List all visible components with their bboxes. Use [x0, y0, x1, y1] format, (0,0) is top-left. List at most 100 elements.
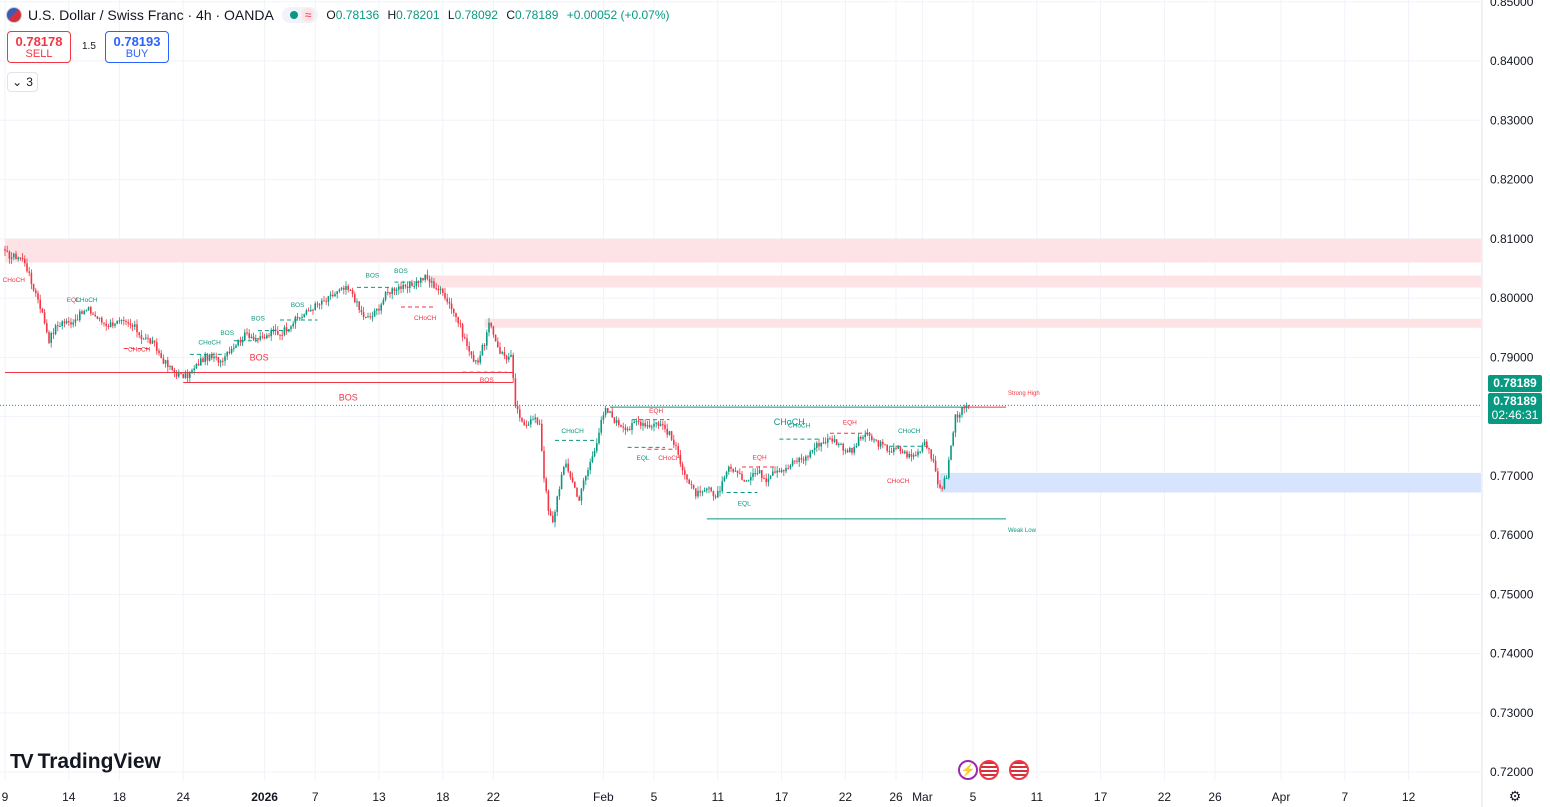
candle-body: [871, 435, 873, 440]
candle-body: [835, 439, 838, 446]
sell-button[interactable]: 0.78178 SELL: [7, 31, 71, 63]
us-flag-icon[interactable]: [979, 760, 999, 780]
candle-body: [369, 316, 371, 318]
symbol-title[interactable]: U.S. Dollar / Swiss Franc · 4h · OANDA: [28, 7, 274, 23]
time-axis[interactable]: 9 14 18 24 2026 7 13 18 22 Feb 5 11 17 22 26 Mar 5 11 17 22…: [2, 790, 1416, 804]
candle-body: [171, 365, 173, 370]
candle-body: [853, 446, 855, 453]
candle-body: [87, 307, 90, 311]
candle-body: [697, 490, 699, 497]
candle-body: [809, 451, 811, 458]
candle-body: [505, 355, 508, 360]
candle-body: [281, 335, 283, 337]
candle-body: [787, 468, 789, 470]
candle-body: [642, 423, 644, 426]
time-tick-label: 22: [1158, 790, 1172, 804]
candle-body: [10, 257, 13, 259]
price-tick-label: 0.85000: [1490, 0, 1534, 9]
candle-body: [206, 354, 209, 361]
buy-button[interactable]: 0.78193 BUY: [105, 31, 169, 63]
market-status-pill[interactable]: ≈: [281, 7, 319, 23]
candle-body: [620, 424, 622, 427]
candle-body: [261, 336, 264, 338]
candle-body: [653, 423, 655, 427]
candle-body: [807, 456, 809, 458]
candle-body: [362, 312, 365, 317]
candle-body: [472, 354, 475, 362]
candle-body: [890, 451, 893, 453]
candle-body: [162, 358, 165, 364]
gear-icon[interactable]: ⚙: [1508, 788, 1522, 804]
time-tick-label: 18: [113, 790, 127, 804]
candle-body: [855, 445, 858, 447]
candle-body: [967, 405, 970, 407]
brand-name: TradingView: [37, 750, 161, 773]
candle-body: [541, 423, 543, 451]
candle-body: [268, 335, 270, 337]
candle-body: [202, 358, 204, 363]
candle-body: [351, 289, 354, 295]
candle-body: [191, 370, 193, 373]
candle-body: [503, 352, 506, 356]
candle-body: [450, 303, 453, 310]
time-tick-label: 12: [1402, 790, 1416, 804]
candle-body: [596, 443, 598, 452]
candle-body: [662, 424, 664, 426]
candle-body: [288, 329, 290, 332]
candle-body: [17, 257, 19, 260]
candle-body: [741, 473, 743, 480]
candle-body: [164, 360, 167, 364]
structure-annotation: CHoCH: [198, 339, 221, 346]
candle-body: [303, 314, 305, 317]
candle-body: [310, 309, 312, 312]
candle-body: [46, 323, 48, 333]
candle-body: [717, 491, 719, 498]
candle-body: [761, 470, 763, 479]
us-flag-icon[interactable]: [1009, 760, 1029, 780]
candle-body: [571, 477, 574, 482]
candle-body: [486, 332, 488, 346]
candle-body: [631, 423, 633, 430]
candle-body: [789, 465, 792, 469]
candle-body: [101, 317, 103, 323]
candle-body: [373, 310, 376, 317]
zones: [5, 238, 1482, 493]
candle-body: [389, 292, 391, 294]
candle-body: [134, 324, 136, 327]
candle-body: [615, 420, 618, 423]
candle-body: [354, 294, 356, 303]
candle-body: [877, 440, 880, 447]
candle-body: [633, 421, 635, 424]
candle-body: [246, 332, 248, 334]
market-open-dot-icon: [289, 11, 298, 19]
candle-body: [327, 296, 330, 302]
tradingview-logo[interactable]: TV TradingView: [10, 750, 161, 774]
structure-annotation: CHoCH: [75, 297, 98, 304]
candle-body: [963, 407, 965, 409]
candle-body: [602, 415, 605, 420]
candle-body: [677, 445, 679, 455]
indicators-toggle-button[interactable]: ⌄ 3: [7, 72, 38, 92]
candle-body: [483, 345, 486, 347]
candle-body: [580, 488, 583, 501]
candle-body: [41, 308, 44, 313]
time-tick-label: 22: [487, 790, 501, 804]
candle-body: [521, 417, 523, 422]
chevron-down-icon: ⌄: [12, 75, 23, 89]
structure-label: BOS: [250, 352, 269, 362]
structure-annotation: CHoCH: [561, 428, 584, 435]
candle-body: [252, 336, 255, 340]
candle-body: [72, 322, 74, 325]
lightning-icon[interactable]: ⚡: [958, 760, 978, 780]
candle-body: [54, 325, 57, 334]
candle-body: [886, 444, 888, 451]
candle-body: [182, 373, 184, 378]
structure-levels: BOS BOS CHoCH Strong High Weak Low: [5, 352, 1040, 534]
price-axis[interactable]: 0.85000 0.84000 0.83000 0.82000 0.81000 0.800…: [1490, 0, 1534, 779]
candle-body: [930, 449, 932, 459]
candle-body: [167, 360, 169, 367]
candle-body: [587, 470, 589, 477]
candle-body: [514, 378, 517, 406]
indicator-count: 3: [26, 75, 33, 89]
